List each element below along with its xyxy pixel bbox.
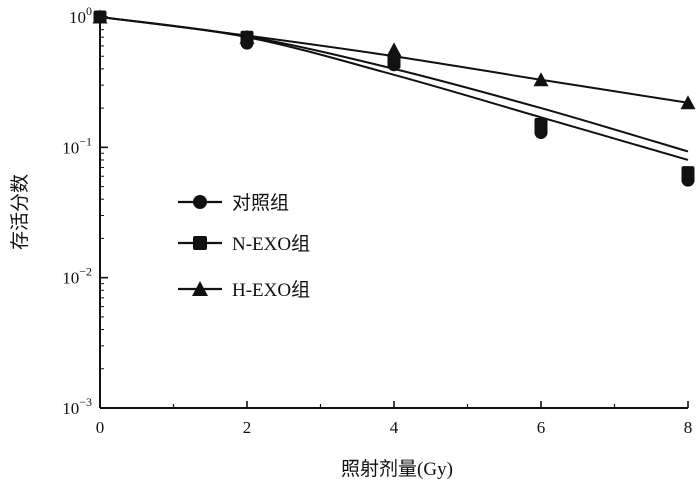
fit-lines: [99, 16, 689, 161]
y-tick-exponent: −2: [79, 265, 92, 279]
y-tick-base: 10: [62, 138, 79, 157]
y-tick-label: 10−3: [62, 395, 92, 418]
y-tick-label: 100: [69, 4, 92, 27]
y-tick-exponent: −1: [79, 134, 92, 148]
triangle-point: [533, 72, 549, 87]
triangle-point: [680, 95, 696, 110]
square-point: [681, 166, 695, 180]
y-tick-exponent: −3: [79, 395, 92, 409]
legend-marker: [193, 236, 207, 250]
fit-line: [99, 16, 689, 153]
y-tick-label: 10−2: [62, 265, 92, 288]
triangle-point: [92, 9, 108, 24]
y-axis-label: 存活分数: [9, 174, 31, 250]
legend-label: H-EXO组: [232, 279, 310, 301]
legend: 对照组 N-EXO组 H-EXO组: [178, 192, 310, 301]
x-axis-label: 照射剂量(Gy): [341, 458, 453, 480]
legend-label: N-EXO组: [232, 233, 310, 255]
y-tick-label: 10−1: [62, 134, 92, 157]
y-tick-exponent: 0: [86, 4, 92, 18]
triangle-point: [386, 42, 402, 57]
x-tick-label: 2: [243, 418, 252, 437]
y-tick-base: 10: [62, 269, 79, 288]
x-tick-label: 6: [537, 418, 546, 437]
square-point: [534, 117, 548, 131]
y-tick-base: 10: [69, 8, 86, 27]
x-tick-label: 4: [390, 418, 399, 437]
x-tick-label: 0: [96, 418, 105, 437]
data-points: [92, 9, 696, 187]
legend-marker: [192, 281, 208, 296]
y-tick-base: 10: [62, 399, 79, 418]
square-point: [387, 53, 401, 67]
legend-label: 对照组: [232, 192, 289, 214]
x-tick-label: 8: [684, 418, 693, 437]
triangle-point: [239, 29, 255, 44]
legend-marker: [193, 195, 207, 209]
